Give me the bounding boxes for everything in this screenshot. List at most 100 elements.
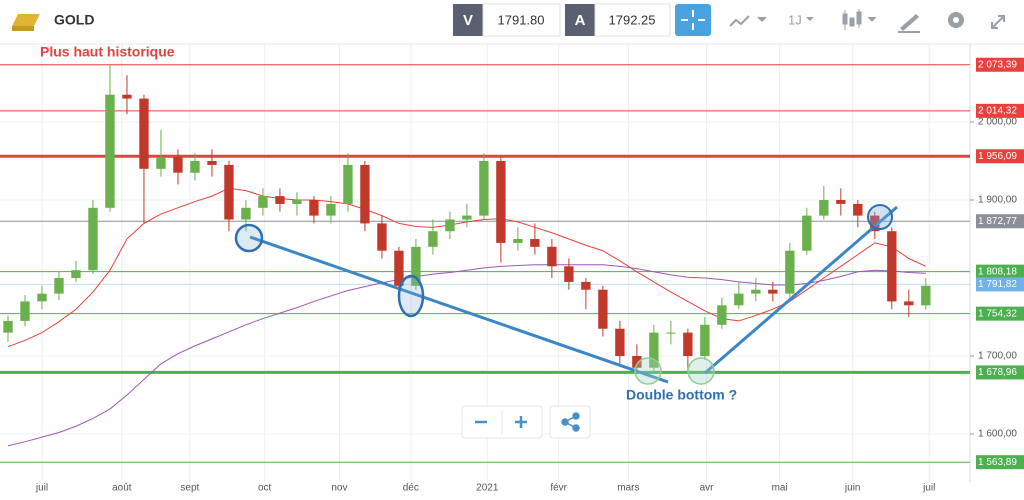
level-label: 1 872,77 bbox=[978, 216, 1017, 227]
x-tick-label: juil bbox=[35, 483, 48, 494]
x-tick-label: 2021 bbox=[476, 483, 499, 494]
level-label: 1 808,18 bbox=[978, 266, 1017, 277]
x-tick-label: avr bbox=[700, 483, 715, 494]
candle-body bbox=[122, 94, 132, 99]
candle-body bbox=[3, 320, 13, 333]
candle-body bbox=[156, 157, 166, 169]
settings-button[interactable] bbox=[948, 12, 964, 28]
marker-circle bbox=[634, 357, 662, 385]
trend-line bbox=[704, 205, 898, 375]
x-tick-label: juil bbox=[922, 483, 935, 494]
x-tick-label: nov bbox=[331, 483, 347, 494]
zoom-in[interactable] bbox=[515, 416, 527, 428]
candle-body bbox=[513, 239, 523, 243]
candle-body bbox=[411, 246, 421, 286]
ask-price: 1792.25 bbox=[609, 12, 656, 27]
draw-button[interactable] bbox=[898, 14, 920, 33]
candle-body bbox=[751, 289, 761, 294]
timeframe[interactable]: 1J bbox=[788, 12, 802, 27]
ask-button[interactable] bbox=[565, 4, 595, 36]
candle-body bbox=[292, 200, 302, 204]
candle-body bbox=[326, 203, 336, 216]
candle-body bbox=[836, 200, 846, 204]
candle-body bbox=[649, 332, 659, 368]
level-box bbox=[976, 306, 1024, 321]
level-label: 1 754,32 bbox=[978, 308, 1017, 319]
candle-body bbox=[802, 215, 812, 251]
candle-body bbox=[887, 231, 897, 302]
candle-body bbox=[921, 285, 931, 306]
marker-circle bbox=[867, 204, 893, 230]
marker-circle bbox=[687, 357, 715, 385]
candle-body bbox=[428, 231, 438, 247]
candle-body bbox=[564, 266, 574, 282]
x-tick-label: déc bbox=[403, 483, 419, 494]
crosshair-button[interactable] bbox=[675, 4, 711, 36]
marker-circle bbox=[234, 223, 264, 253]
candle-body bbox=[71, 270, 81, 279]
marker-circle bbox=[397, 274, 425, 318]
trend-line bbox=[249, 235, 669, 384]
x-tick-label: mai bbox=[772, 483, 788, 494]
candle-body bbox=[666, 332, 676, 334]
annotation: Double bottom ? bbox=[626, 387, 737, 403]
x-tick-label: oct bbox=[258, 483, 272, 494]
share-button[interactable] bbox=[561, 412, 580, 432]
x-tick-label: août bbox=[112, 483, 132, 494]
level-box bbox=[976, 455, 1024, 470]
candle-body bbox=[581, 281, 591, 290]
annotation: Plus haut historique bbox=[40, 44, 175, 60]
y-tick-label: 1 700,00 bbox=[978, 351, 1017, 362]
candle-body bbox=[530, 239, 540, 247]
candle-body bbox=[598, 289, 608, 329]
x-tick-label: mars bbox=[617, 483, 639, 494]
candle-body bbox=[479, 161, 489, 216]
level-label: 1 791,82 bbox=[978, 279, 1017, 290]
candle-body bbox=[190, 161, 200, 173]
candle-body bbox=[309, 200, 319, 216]
candle-body bbox=[258, 196, 268, 208]
candle-body bbox=[37, 293, 47, 302]
fullscreen-button[interactable] bbox=[991, 15, 1005, 29]
level-box bbox=[976, 277, 1024, 292]
gold-icon bbox=[12, 14, 40, 31]
candle-body bbox=[445, 219, 455, 232]
candle-body bbox=[496, 161, 506, 243]
candle-body bbox=[615, 328, 625, 357]
candle-body bbox=[241, 207, 251, 220]
level-box bbox=[976, 149, 1024, 164]
level-box bbox=[976, 214, 1024, 229]
level-box bbox=[976, 365, 1024, 380]
candle-body bbox=[88, 207, 98, 271]
bid-price: 1791.80 bbox=[498, 12, 545, 27]
candle-body bbox=[819, 200, 829, 216]
candle-body bbox=[54, 278, 64, 294]
candle-body bbox=[462, 215, 472, 220]
candle-button[interactable] bbox=[842, 9, 877, 30]
candle-body bbox=[224, 164, 234, 220]
candle-body bbox=[904, 301, 914, 306]
candle-body bbox=[768, 289, 778, 294]
candle-body bbox=[547, 246, 557, 267]
candle-body bbox=[105, 94, 115, 208]
y-tick-label: 1 600,00 bbox=[978, 429, 1017, 440]
candle-body bbox=[207, 161, 217, 165]
level-label: 1 956,09 bbox=[978, 151, 1017, 162]
candle-body bbox=[734, 293, 744, 306]
level-label: 1 563,89 bbox=[978, 457, 1017, 468]
level-label: 2 073,39 bbox=[978, 59, 1017, 70]
candle-body bbox=[173, 157, 183, 173]
candle-body bbox=[870, 215, 880, 232]
candle-body bbox=[785, 250, 795, 294]
candle-body bbox=[700, 324, 710, 357]
level-box bbox=[976, 264, 1024, 279]
symbol: GOLD bbox=[54, 12, 94, 28]
level-box bbox=[976, 103, 1024, 118]
candle-body bbox=[343, 164, 353, 204]
candle-body bbox=[394, 250, 404, 286]
level-label: 2 014,32 bbox=[978, 105, 1017, 116]
ask-label: A bbox=[575, 12, 586, 29]
bid-button[interactable] bbox=[453, 4, 483, 36]
chart-type-button[interactable] bbox=[729, 15, 767, 27]
x-tick-label: juin bbox=[844, 483, 861, 494]
